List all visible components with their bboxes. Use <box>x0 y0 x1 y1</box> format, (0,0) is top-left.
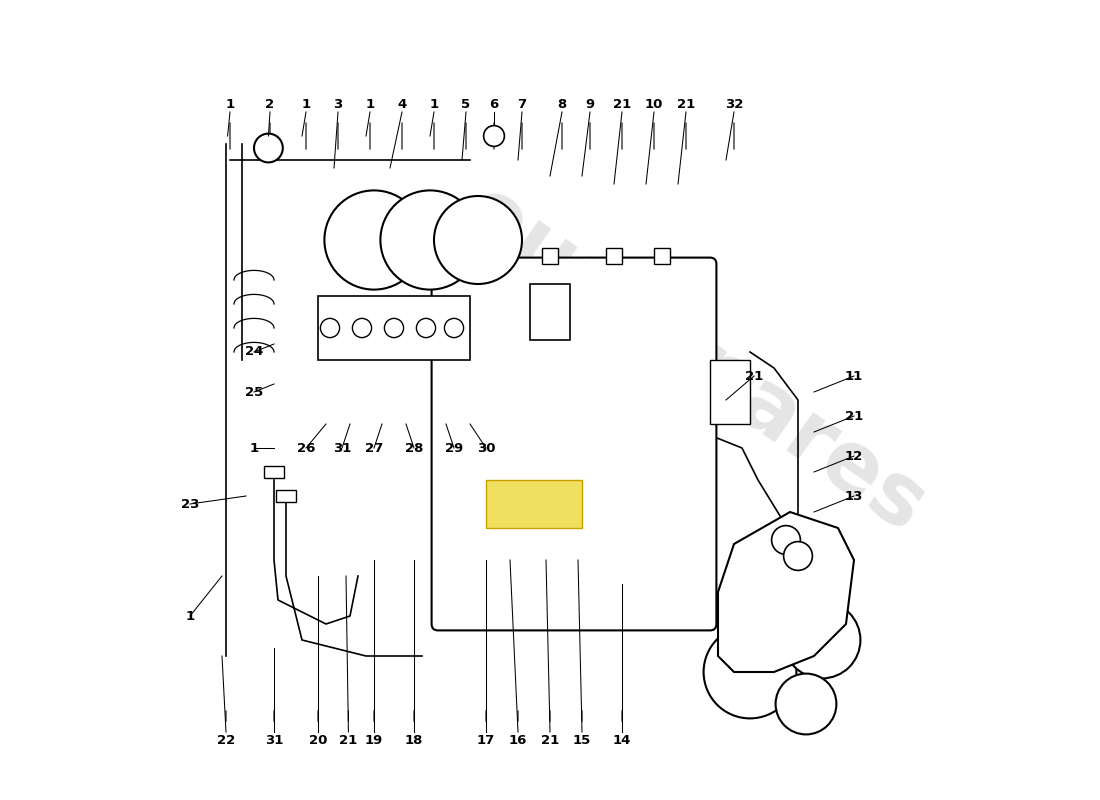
Text: 25: 25 <box>245 386 263 398</box>
Text: eurospares: eurospares <box>447 170 940 550</box>
Polygon shape <box>718 512 854 672</box>
FancyBboxPatch shape <box>431 258 716 630</box>
Text: a passion for parts since 1985: a passion for parts since 1985 <box>471 439 758 649</box>
Circle shape <box>776 674 836 734</box>
Bar <box>478 248 494 264</box>
Text: 8: 8 <box>558 98 566 110</box>
Text: 9: 9 <box>585 98 595 110</box>
Text: 4: 4 <box>397 98 407 110</box>
Text: 2: 2 <box>265 98 275 110</box>
Text: 16: 16 <box>509 734 527 746</box>
Circle shape <box>484 126 505 146</box>
Bar <box>710 360 750 424</box>
Text: 1: 1 <box>429 98 439 110</box>
Bar <box>530 284 570 340</box>
Bar <box>264 466 284 478</box>
Text: 11: 11 <box>845 370 864 382</box>
Text: 1: 1 <box>301 98 310 110</box>
Text: 22: 22 <box>217 734 235 746</box>
Bar <box>654 248 670 264</box>
Bar <box>318 296 470 360</box>
Text: 21: 21 <box>845 410 864 422</box>
Text: 21: 21 <box>339 734 358 746</box>
Text: 23: 23 <box>180 498 199 510</box>
Text: 10: 10 <box>645 98 663 110</box>
Text: 24: 24 <box>245 346 263 358</box>
Text: 12: 12 <box>845 450 864 462</box>
Text: 7: 7 <box>517 98 527 110</box>
Text: 30: 30 <box>476 442 495 454</box>
Text: 3: 3 <box>333 98 342 110</box>
Circle shape <box>352 318 372 338</box>
Text: 14: 14 <box>613 734 631 746</box>
Text: 32: 32 <box>725 98 744 110</box>
Text: 21: 21 <box>676 98 695 110</box>
Circle shape <box>704 626 796 718</box>
Circle shape <box>324 190 424 290</box>
Text: 18: 18 <box>405 734 424 746</box>
Text: 27: 27 <box>365 442 383 454</box>
Text: 6: 6 <box>490 98 498 110</box>
Text: 1: 1 <box>226 98 234 110</box>
Bar <box>606 248 621 264</box>
Text: 1: 1 <box>365 98 375 110</box>
Circle shape <box>417 318 436 338</box>
Circle shape <box>783 602 860 678</box>
Circle shape <box>384 318 404 338</box>
Circle shape <box>444 318 463 338</box>
Text: 5: 5 <box>461 98 471 110</box>
Text: 19: 19 <box>365 734 383 746</box>
Circle shape <box>254 134 283 162</box>
Text: 13: 13 <box>845 490 864 502</box>
Circle shape <box>783 542 813 570</box>
Text: 21: 21 <box>541 734 559 746</box>
Circle shape <box>771 526 801 554</box>
Text: 26: 26 <box>297 442 316 454</box>
Text: 21: 21 <box>613 98 631 110</box>
Text: 29: 29 <box>444 442 463 454</box>
Bar <box>542 248 558 264</box>
Text: 20: 20 <box>309 734 327 746</box>
Text: 21: 21 <box>745 370 763 382</box>
Text: 28: 28 <box>405 442 424 454</box>
Text: 15: 15 <box>573 734 591 746</box>
Text: 31: 31 <box>265 734 283 746</box>
Text: 31: 31 <box>333 442 351 454</box>
Bar <box>486 480 582 528</box>
Text: 1: 1 <box>186 610 195 622</box>
Text: 17: 17 <box>477 734 495 746</box>
Circle shape <box>320 318 340 338</box>
Circle shape <box>381 190 480 290</box>
Bar <box>276 490 296 502</box>
Text: 1: 1 <box>250 442 258 454</box>
Circle shape <box>434 196 522 284</box>
